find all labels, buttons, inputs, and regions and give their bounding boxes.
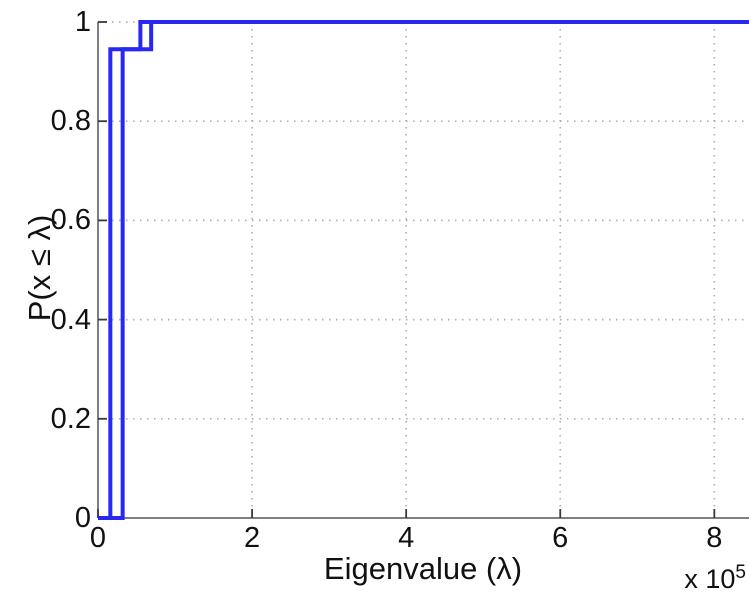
ecdf-curve-2 <box>98 20 749 520</box>
y-tick-label: 0.4 <box>50 303 91 336</box>
x-tick-label: 6 <box>552 522 569 554</box>
x-tick-label: 4 <box>398 522 415 554</box>
y-axis-title: P(x ≤ λ) <box>22 214 57 322</box>
x-tick-label: 2 <box>244 522 261 554</box>
exponent-power: 5 <box>735 562 746 583</box>
x-axis-title: Eigenvalue (λ) <box>323 551 523 586</box>
x-tick-label: 0 <box>89 522 107 554</box>
x-axis-exponent-label: x 105 <box>684 563 746 595</box>
y-tick-label: 0 <box>74 502 91 534</box>
y-tick-label: 0.2 <box>50 402 91 435</box>
y-tick-label: 1 <box>74 6 91 38</box>
ecdf-curves <box>98 20 749 520</box>
axes <box>97 21 749 519</box>
y-tick-label: 0.8 <box>50 105 91 138</box>
ecdf-curve-1 <box>98 20 749 520</box>
y-tick-label: 0.6 <box>50 204 91 237</box>
grid-lines <box>98 21 749 518</box>
x-tick-label: 8 <box>706 522 723 554</box>
exponent-base: x 10 <box>684 564 736 594</box>
